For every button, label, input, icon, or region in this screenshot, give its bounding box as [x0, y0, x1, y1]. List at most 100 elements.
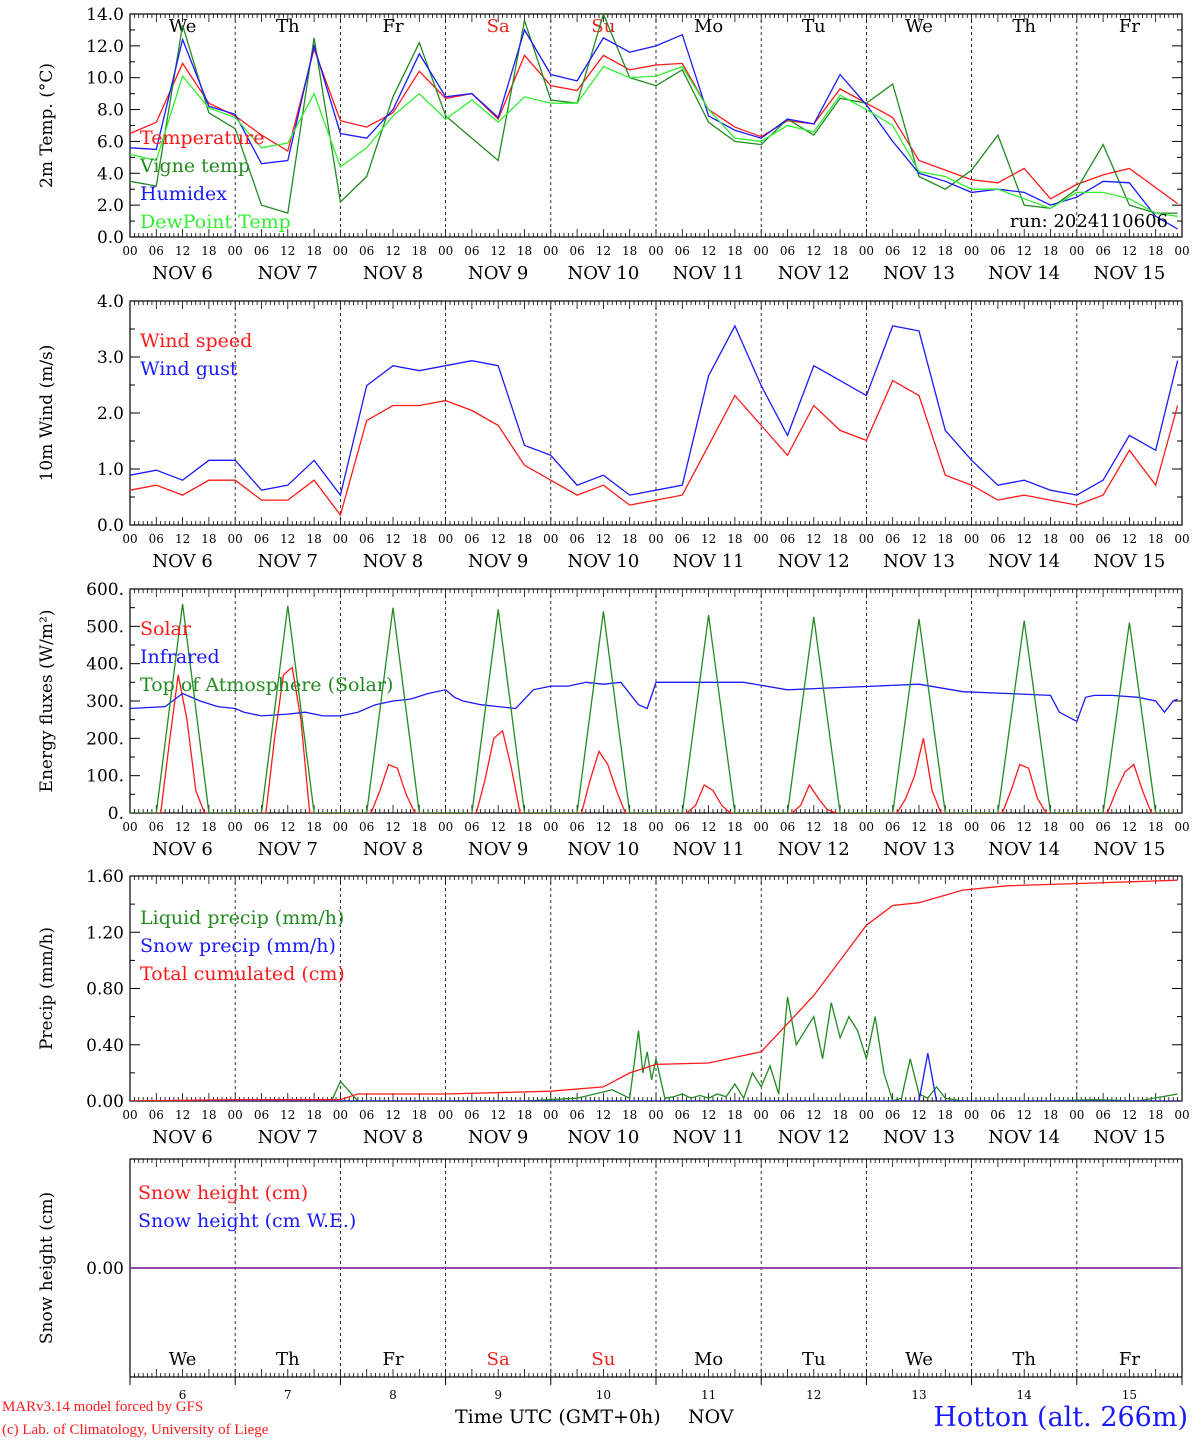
weekday-label: Mo	[694, 16, 723, 37]
x-hour-label: 18	[1043, 244, 1058, 258]
x-hour-label: 18	[727, 1108, 742, 1122]
series-line-wind-gust	[130, 324, 1179, 497]
x-hour-label: 00	[964, 820, 979, 834]
series-line-total-cumulated-cm-	[130, 879, 1178, 1101]
x-hour-label: 00	[438, 1108, 453, 1122]
x-hour-label: 06	[675, 532, 690, 546]
legend-entry: DewPoint Temp	[140, 211, 291, 233]
x-date-label: NOV 9	[468, 839, 528, 860]
x-hour-label: 00	[438, 820, 453, 834]
x-hour-label: 00	[1069, 244, 1084, 258]
x-date-label: NOV 6	[152, 263, 212, 284]
credit-line-1: MARv3.14 model forced by GFS	[2, 1399, 203, 1415]
x-hour-label: 18	[201, 820, 216, 834]
x-date-label: NOV 13	[883, 551, 955, 572]
x-hour-label: 18	[622, 532, 637, 546]
x-hour-label: 00	[122, 244, 137, 258]
x-hour-label: 00	[859, 1108, 874, 1122]
y-tick-label: 0.80	[86, 980, 124, 1000]
x-hour-label: 18	[412, 820, 427, 834]
x-hour-label: 12	[911, 820, 926, 834]
x-hour-label: 18	[727, 820, 742, 834]
day-number-label: 15	[1122, 1388, 1137, 1402]
x-hour-label: 12	[385, 532, 400, 546]
x-date-label: NOV 14	[988, 263, 1060, 284]
x-hour-label: 12	[385, 244, 400, 258]
x-hour-label: 18	[306, 820, 321, 834]
x-hour-label: 18	[727, 244, 742, 258]
x-hour-label: 18	[1148, 820, 1163, 834]
x-hour-label: 00	[648, 532, 663, 546]
series-line-humidex	[130, 28, 1178, 230]
y-tick-label: 3.0	[97, 348, 124, 368]
series-group	[130, 324, 1179, 517]
x-hour-label: 18	[412, 244, 427, 258]
x-hour-label: 18	[517, 1108, 532, 1122]
y-tick-label: 200.	[86, 729, 124, 749]
weekday-label: Tu	[802, 16, 826, 37]
panel-precip: 0.00 0.40 0.80 1.20 1.60 Precip (mm/h) 00 06 12 1…	[37, 867, 1190, 1148]
x-hour-label: 00	[1174, 820, 1189, 834]
x-date-label: NOV 7	[258, 1127, 318, 1148]
y-tick-label: 2.0	[97, 196, 124, 216]
x-hour-label: 00	[122, 532, 137, 546]
series-line-vigne-temp	[130, 14, 1178, 214]
y-tick-label: 600.	[86, 580, 124, 600]
legend-entry: Liquid precip (mm/h)	[140, 907, 344, 929]
y-tick-label: 12.0	[86, 37, 124, 57]
x-hour-label: 06	[1095, 820, 1110, 834]
x-hour-label: 06	[254, 820, 269, 834]
x-hour-label: 12	[280, 532, 295, 546]
x-hour-label: 12	[1017, 532, 1032, 546]
x-hour-label: 18	[938, 820, 953, 834]
x-hour-label: 00	[1174, 244, 1189, 258]
x-hour-label: 00	[333, 532, 348, 546]
weekday-label: Th	[276, 1349, 300, 1370]
x-hour-label: 00	[648, 1108, 663, 1122]
x-hour-label: 12	[701, 1108, 716, 1122]
legend-entry: Snow precip (mm/h)	[140, 935, 336, 957]
x-hour-label: 18	[727, 532, 742, 546]
x-hour-label: 06	[990, 532, 1005, 546]
x-hour-label: 06	[569, 532, 584, 546]
legend-entry: Wind speed	[140, 330, 252, 352]
x-axis-month: NOV	[688, 1406, 734, 1428]
x-hour-label: 18	[201, 532, 216, 546]
x-hour-label: 00	[1174, 532, 1189, 546]
x-hour-label: 18	[306, 244, 321, 258]
x-hour-label: 06	[254, 532, 269, 546]
x-hour-label: 12	[596, 532, 611, 546]
day-number-label: 14	[1017, 1388, 1033, 1402]
x-hour-label: 00	[1069, 1108, 1084, 1122]
y-tick-label: 4.0	[97, 292, 124, 312]
y-tick-label: 10.0	[86, 69, 124, 89]
x-hour-label: 00	[964, 1108, 979, 1122]
y-tick-label: 6.0	[97, 132, 124, 152]
x-hour-label: 18	[832, 532, 847, 546]
x-hour-label: 06	[885, 820, 900, 834]
x-hour-label: 12	[175, 820, 190, 834]
x-date-label: NOV 14	[988, 551, 1060, 572]
x-hour-label: 00	[333, 244, 348, 258]
x-date-label: NOV 13	[883, 263, 955, 284]
x-date-label: NOV 9	[468, 1127, 528, 1148]
x-date-label: NOV 15	[1093, 551, 1165, 572]
x-hour-label: 12	[1017, 244, 1032, 258]
y-tick-label: 14.0	[86, 5, 124, 25]
x-hour-label: 18	[412, 532, 427, 546]
x-date-label: NOV 6	[152, 1127, 212, 1148]
legend-entry: Temperature	[140, 127, 264, 149]
legend-entry: Solar	[140, 618, 192, 640]
day-number-label: 10	[596, 1388, 611, 1402]
x-hour-label: 00	[859, 820, 874, 834]
x-hour-label: 12	[385, 1108, 400, 1122]
y-axis-title: 10m Wind (m/s)	[37, 345, 57, 482]
y-tick-label: 1.0	[97, 460, 124, 480]
x-hour-label: 00	[964, 532, 979, 546]
y-tick-label: 1.20	[86, 923, 124, 943]
legend-entry: Vigne temp	[139, 155, 250, 177]
x-hour-label: 12	[280, 1108, 295, 1122]
legend-entry: Snow height (cm)	[138, 1182, 308, 1204]
weekday-label: Sa	[487, 16, 510, 37]
weekday-label: Sa	[487, 1349, 510, 1370]
